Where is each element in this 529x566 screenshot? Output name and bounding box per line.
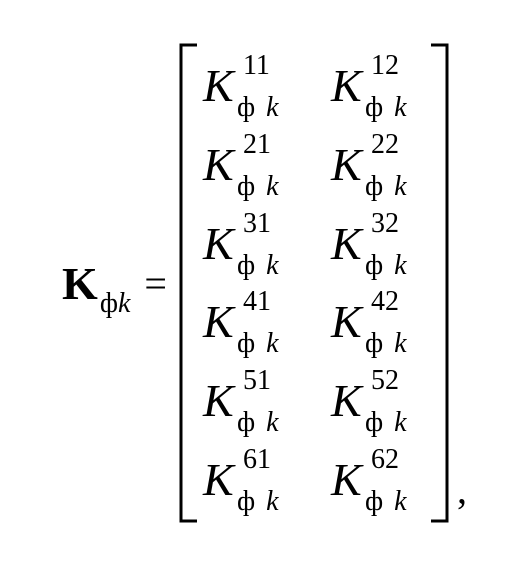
cell-base-symbol: K: [331, 142, 362, 188]
matrix-cell: K 31 ф k: [203, 208, 297, 280]
matrix-cell: K 52 ф k: [331, 365, 425, 437]
matrix-row: K11ф kK12ф k: [201, 47, 427, 125]
trailing-comma: ,: [457, 466, 467, 513]
cell-subscript: ф k: [365, 409, 407, 437]
matrix-row: K51ф kK52ф k: [201, 362, 427, 440]
cell-base-symbol: K: [331, 457, 362, 503]
cell-superscript: 61: [243, 446, 271, 474]
cell-sub-phi: ф: [237, 328, 255, 359]
cell-superscript: 41: [243, 288, 271, 316]
cell-base-symbol: K: [203, 378, 234, 424]
matrix-cell: K 21 ф k: [203, 129, 297, 201]
cell-subscript: ф k: [237, 330, 279, 358]
cell-base-symbol: K: [331, 378, 362, 424]
cell-superscript: 52: [371, 367, 399, 395]
lhs-subscript: фk: [100, 288, 131, 320]
cell-superscript: 22: [371, 131, 399, 159]
cell-sub-phi: ф: [365, 328, 383, 359]
cell-sub-k: k: [259, 328, 278, 359]
cell-superscript: 21: [243, 131, 271, 159]
cell-superscript: 42: [371, 288, 399, 316]
lhs: K фk: [62, 257, 130, 310]
cell-sub-phi: ф: [365, 486, 383, 517]
cell-sub-k: k: [387, 250, 406, 281]
cell-sub-phi: ф: [237, 407, 255, 438]
cell-subscript: ф k: [237, 252, 279, 280]
cell-sub-phi: ф: [237, 92, 255, 123]
matrix-cell: K 32 ф k: [331, 208, 425, 280]
matrix-row: K31ф kK32ф k: [201, 205, 427, 283]
cell-subscript: ф k: [237, 173, 279, 201]
cell-subscript: ф k: [237, 409, 279, 437]
cell-sub-phi: ф: [365, 92, 383, 123]
cell-superscript: 62: [371, 446, 399, 474]
cell-sub-phi: ф: [365, 250, 383, 281]
matrix-cell: K 42 ф k: [331, 286, 425, 358]
matrix-row: K21ф kK22ф k: [201, 126, 427, 204]
cell-base-symbol: K: [331, 63, 362, 109]
cell-base-symbol: K: [203, 457, 234, 503]
cell-sub-k: k: [387, 328, 406, 359]
right-bracket-icon: [429, 43, 451, 523]
cell-subscript: ф k: [365, 173, 407, 201]
cell-sub-k: k: [259, 171, 278, 202]
equation-row: K фk = K11ф kK12ф kK21ф kK22ф kK31ф kK32…: [62, 43, 467, 523]
equation-container: K фk = K11ф kK12ф kK21ф kK22ф kK31ф kK32…: [0, 0, 529, 566]
cell-sub-phi: ф: [237, 171, 255, 202]
left-bracket-icon: [177, 43, 199, 523]
lhs-sub-phi: ф: [100, 288, 118, 319]
lhs-sub-k: k: [118, 288, 130, 319]
cell-sub-phi: ф: [237, 486, 255, 517]
equals-sign: =: [144, 260, 167, 307]
cell-subscript: ф k: [237, 488, 279, 516]
cell-base-symbol: K: [331, 221, 362, 267]
lhs-K: K: [62, 257, 98, 310]
cell-sub-k: k: [387, 486, 406, 517]
cell-base-symbol: K: [203, 221, 234, 267]
cell-sub-k: k: [259, 407, 278, 438]
matrix-cell: K 12 ф k: [331, 50, 425, 122]
cell-superscript: 11: [243, 52, 270, 80]
cell-sub-k: k: [387, 92, 406, 123]
matrix-cell: K 11 ф k: [203, 50, 297, 122]
cell-superscript: 12: [371, 52, 399, 80]
matrix-cell: K 51 ф k: [203, 365, 297, 437]
cell-subscript: ф k: [365, 94, 407, 122]
matrix-group: K11ф kK12ф kK21ф kK22ф kK31ф kK32ф kK41ф…: [177, 43, 451, 523]
cell-superscript: 51: [243, 367, 271, 395]
matrix-cell: K 41 ф k: [203, 286, 297, 358]
cell-subscript: ф k: [237, 94, 279, 122]
cell-subscript: ф k: [365, 252, 407, 280]
cell-subscript: ф k: [365, 488, 407, 516]
cell-superscript: 32: [371, 210, 399, 238]
matrix-cell: K 22 ф k: [331, 129, 425, 201]
cell-sub-k: k: [259, 486, 278, 517]
matrix-row: K41ф kK42ф k: [201, 283, 427, 361]
cell-base-symbol: K: [203, 63, 234, 109]
cell-base-symbol: K: [331, 299, 362, 345]
cell-sub-k: k: [259, 92, 278, 123]
cell-sub-phi: ф: [365, 407, 383, 438]
cell-sub-k: k: [387, 171, 406, 202]
cell-base-symbol: K: [203, 299, 234, 345]
cell-superscript: 31: [243, 210, 271, 238]
cell-sub-k: k: [259, 250, 278, 281]
cell-subscript: ф k: [365, 330, 407, 358]
cell-sub-k: k: [387, 407, 406, 438]
cell-sub-phi: ф: [365, 171, 383, 202]
matrix-cell: K 62 ф k: [331, 444, 425, 516]
matrix-cell: K 61 ф k: [203, 444, 297, 516]
matrix: K11ф kK12ф kK21ф kK22ф kK31ф kK32ф kK41ф…: [199, 43, 429, 523]
cell-base-symbol: K: [203, 142, 234, 188]
matrix-row: K61ф kK62ф k: [201, 441, 427, 519]
cell-sub-phi: ф: [237, 250, 255, 281]
